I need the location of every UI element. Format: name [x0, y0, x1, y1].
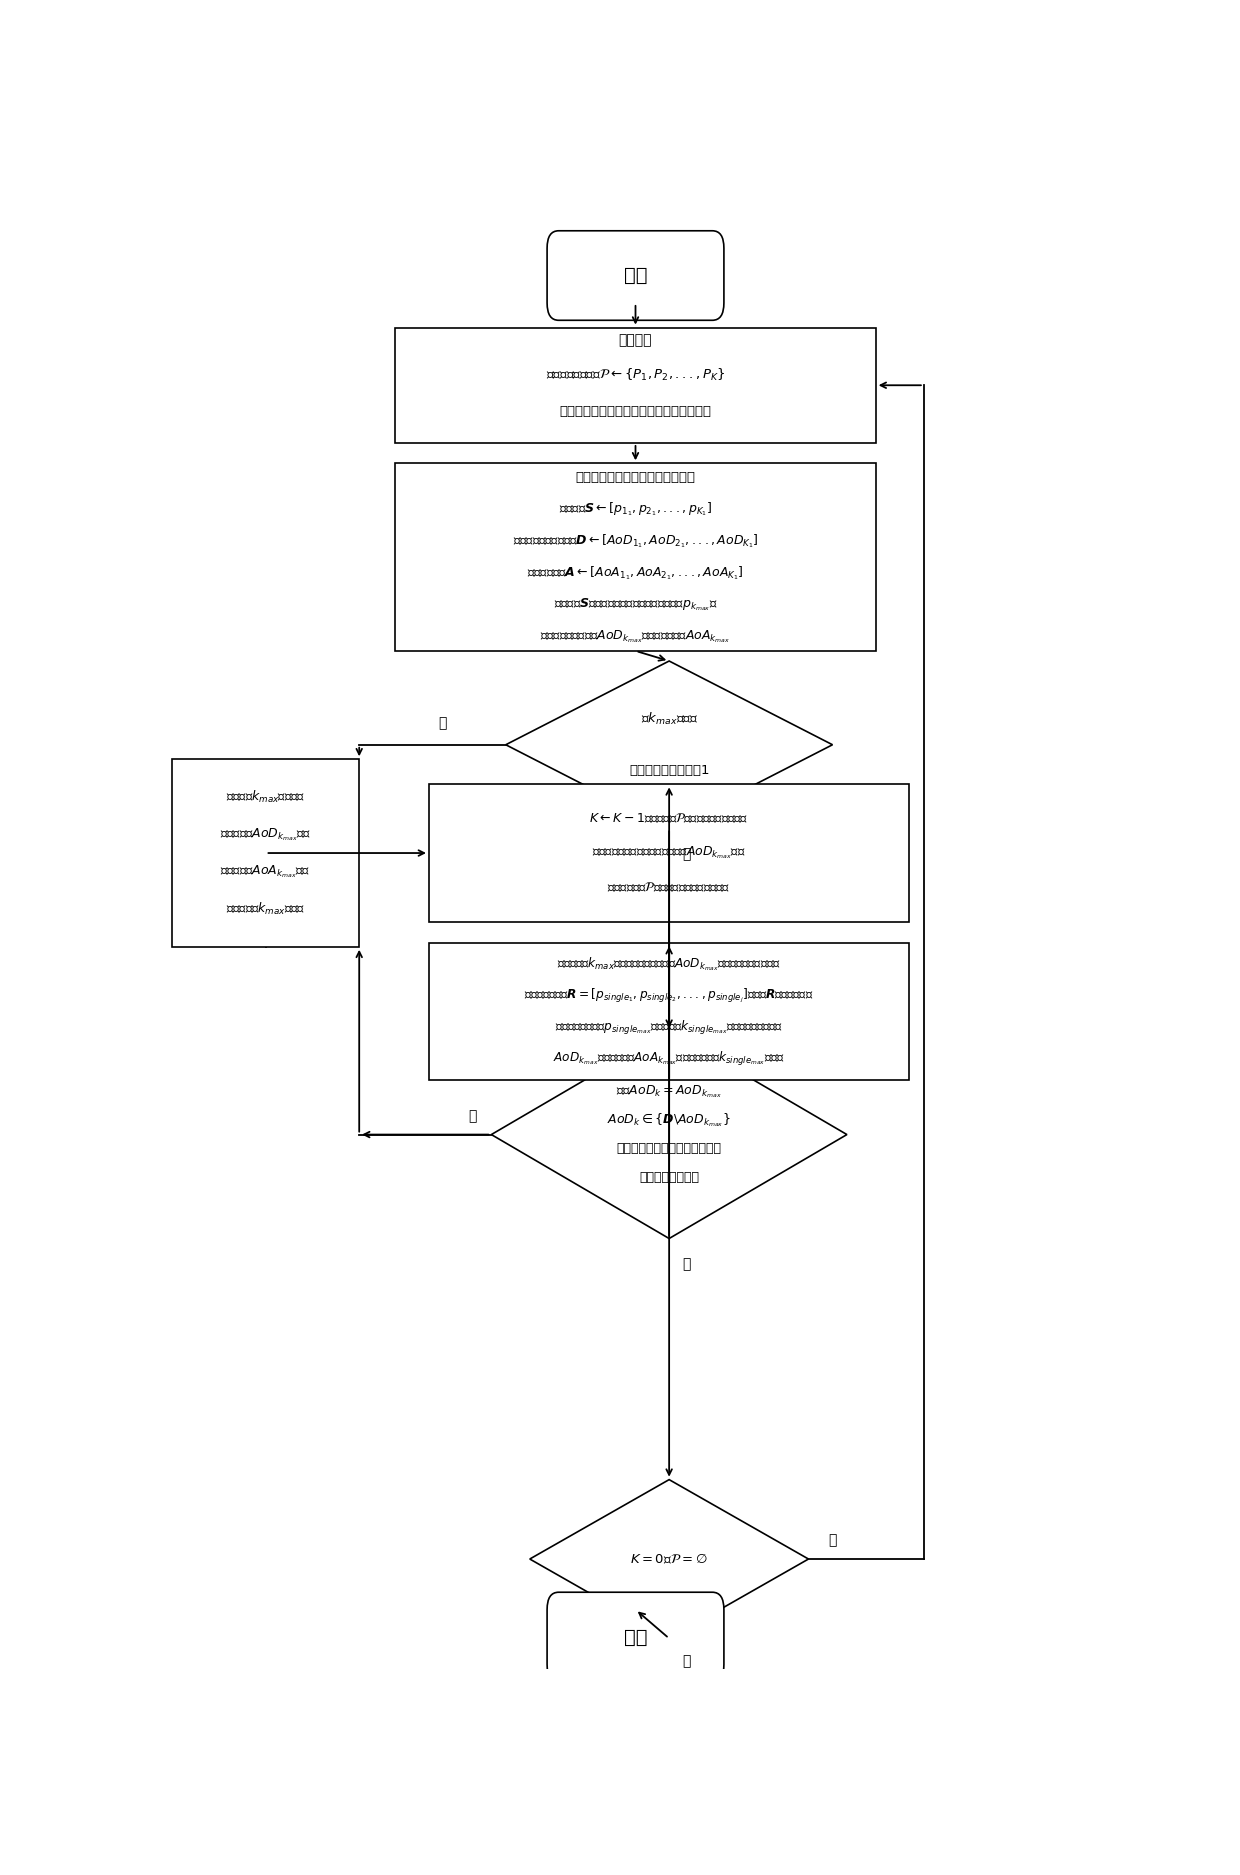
Text: 构成集合$\boldsymbol{S}\leftarrow[p_{1_1},p_{2_1},...,p_{K_1}]$: 构成集合$\boldsymbol{S}\leftarrow[p_{1_1},p_… — [559, 501, 712, 518]
FancyBboxPatch shape — [429, 943, 909, 1080]
Text: 获取信道增益集合$\mathcal{P}\leftarrow\{P_1,P_2,...,P_K\}$: 获取信道增益集合$\mathcal{P}\leftarrow\{P_1,P_2,… — [546, 368, 725, 382]
Text: 将所有与第$k_{max}$用户使用相同发送码字$AoD_{k_{max}}$，且仅有一条可选路径: 将所有与第$k_{max}$用户使用相同发送码字$AoD_{k_{max}}$，… — [558, 956, 781, 973]
Text: 条路径可选的用户: 条路径可选的用户 — [639, 1172, 699, 1185]
FancyBboxPatch shape — [547, 231, 724, 321]
Text: 接收码字集合$\boldsymbol{A}\leftarrow[AoA_{1_1},AoA_{2_1},...,AoA_{K_1}]$: 接收码字集合$\boldsymbol{A}\leftarrow[AoA_{1_1… — [527, 564, 744, 581]
FancyBboxPatch shape — [396, 463, 875, 651]
Text: 否: 否 — [467, 1108, 476, 1123]
FancyBboxPatch shape — [547, 1592, 724, 1682]
Text: 获取每个用户与基站间每条路径的码字信息: 获取每个用户与基站间每条路径的码字信息 — [559, 405, 712, 418]
Text: 与基站间可选路径为1: 与基站间可选路径为1 — [629, 765, 709, 778]
Text: $AoD_k\in\{\boldsymbol{D}\backslash AoD_{k_{max}}\}$: $AoD_k\in\{\boldsymbol{D}\backslash AoD_… — [608, 1112, 730, 1129]
Text: 波束分配: 波束分配 — [619, 334, 652, 347]
FancyBboxPatch shape — [172, 759, 360, 947]
Text: 基站对第$k_{max}$个用户分: 基站对第$k_{max}$个用户分 — [226, 789, 305, 804]
Text: 息反馈给第$k_{max}$个用户: 息反馈给第$k_{max}$个用户 — [226, 902, 305, 917]
Text: $AoD_{k_{max}}$，将接收码字$AoA_{k_{max}}$的信息反馈给第$k_{single_{max}}$个用户: $AoD_{k_{max}}$，将接收码字$AoA_{k_{max}}$的信息反… — [553, 1050, 785, 1069]
Text: 选取每个用户信道增益最大路径，: 选取每个用户信道增益最大路径， — [575, 471, 696, 484]
Polygon shape — [529, 1479, 808, 1639]
Text: 否: 否 — [828, 1534, 837, 1547]
Text: 结束: 结束 — [624, 1628, 647, 1646]
FancyBboxPatch shape — [396, 328, 875, 442]
Text: 配发送码字$AoD_{k_{max}}$，并: 配发送码字$AoD_{k_{max}}$，并 — [219, 827, 311, 842]
Text: 且满足条件的用户中存在仅有一: 且满足条件的用户中存在仅有一 — [616, 1142, 722, 1155]
Text: 对应的发送码字设为$AoD_{k_{max}}$，接收码字设为$AoA_{k_{max}}$: 对应的发送码字设为$AoD_{k_{max}}$，接收码字设为$AoA_{k_{… — [541, 628, 730, 645]
Text: 是: 是 — [682, 1654, 691, 1669]
Text: 否: 否 — [682, 848, 691, 861]
Text: 信息，以及其它用户中发送码字为$AoD_{k_{max}}$的路: 信息，以及其它用户中发送码字为$AoD_{k_{max}}$的路 — [593, 846, 746, 861]
Text: 将接收码字$AoA_{k_{max}}$的信: 将接收码字$AoA_{k_{max}}$的信 — [221, 864, 310, 879]
Text: 径，再对集合$\mathcal{P}$中剩下的所有元素重新整合: 径，再对集合$\mathcal{P}$中剩下的所有元素重新整合 — [608, 881, 730, 894]
Text: 第$k_{max}$个用户: 第$k_{max}$个用户 — [641, 711, 698, 728]
Polygon shape — [506, 662, 832, 829]
Text: 是: 是 — [682, 1258, 691, 1271]
Text: 对应路径发送码字集合$\boldsymbol{D}\leftarrow[AoD_{1_1},AoD_{2_1},...,AoD_{K_1}]$: 对应路径发送码字集合$\boldsymbol{D}\leftarrow[AoD_… — [512, 532, 759, 549]
Text: 存在$AoD_k=AoD_{k_{max}}$: 存在$AoD_k=AoD_{k_{max}}$ — [616, 1084, 722, 1099]
Text: $K\leftarrow K-1$，去除集合$\mathcal{P}$中已选用户的所有路径: $K\leftarrow K-1$，去除集合$\mathcal{P}$中已选用户… — [589, 812, 749, 825]
FancyBboxPatch shape — [429, 784, 909, 922]
Text: 开始: 开始 — [624, 266, 647, 285]
Text: $K=0$或$\mathcal{P}=\emptyset$: $K=0$或$\mathcal{P}=\emptyset$ — [630, 1552, 708, 1566]
Text: 的用户构成集合$\boldsymbol{R}=[p_{single_1},p_{single_2},...,p_{single_j}]$。比较$\boldsym: 的用户构成集合$\boldsymbol{R}=[p_{single_1},p_{… — [525, 986, 813, 1005]
Polygon shape — [491, 1031, 847, 1239]
Text: 比较集合$\boldsymbol{S}$中所有元素大小，选取最大项设为$p_{k_{max}}$，: 比较集合$\boldsymbol{S}$中所有元素大小，选取最大项设为$p_{k… — [554, 596, 717, 613]
Text: 选取最大项并设为$p_{single_{max}}$。基站对第$k_{single_{max}}$个用户分配发送码字: 选取最大项并设为$p_{single_{max}}$。基站对第$k_{singl… — [556, 1018, 784, 1037]
Text: 是: 是 — [438, 716, 446, 729]
